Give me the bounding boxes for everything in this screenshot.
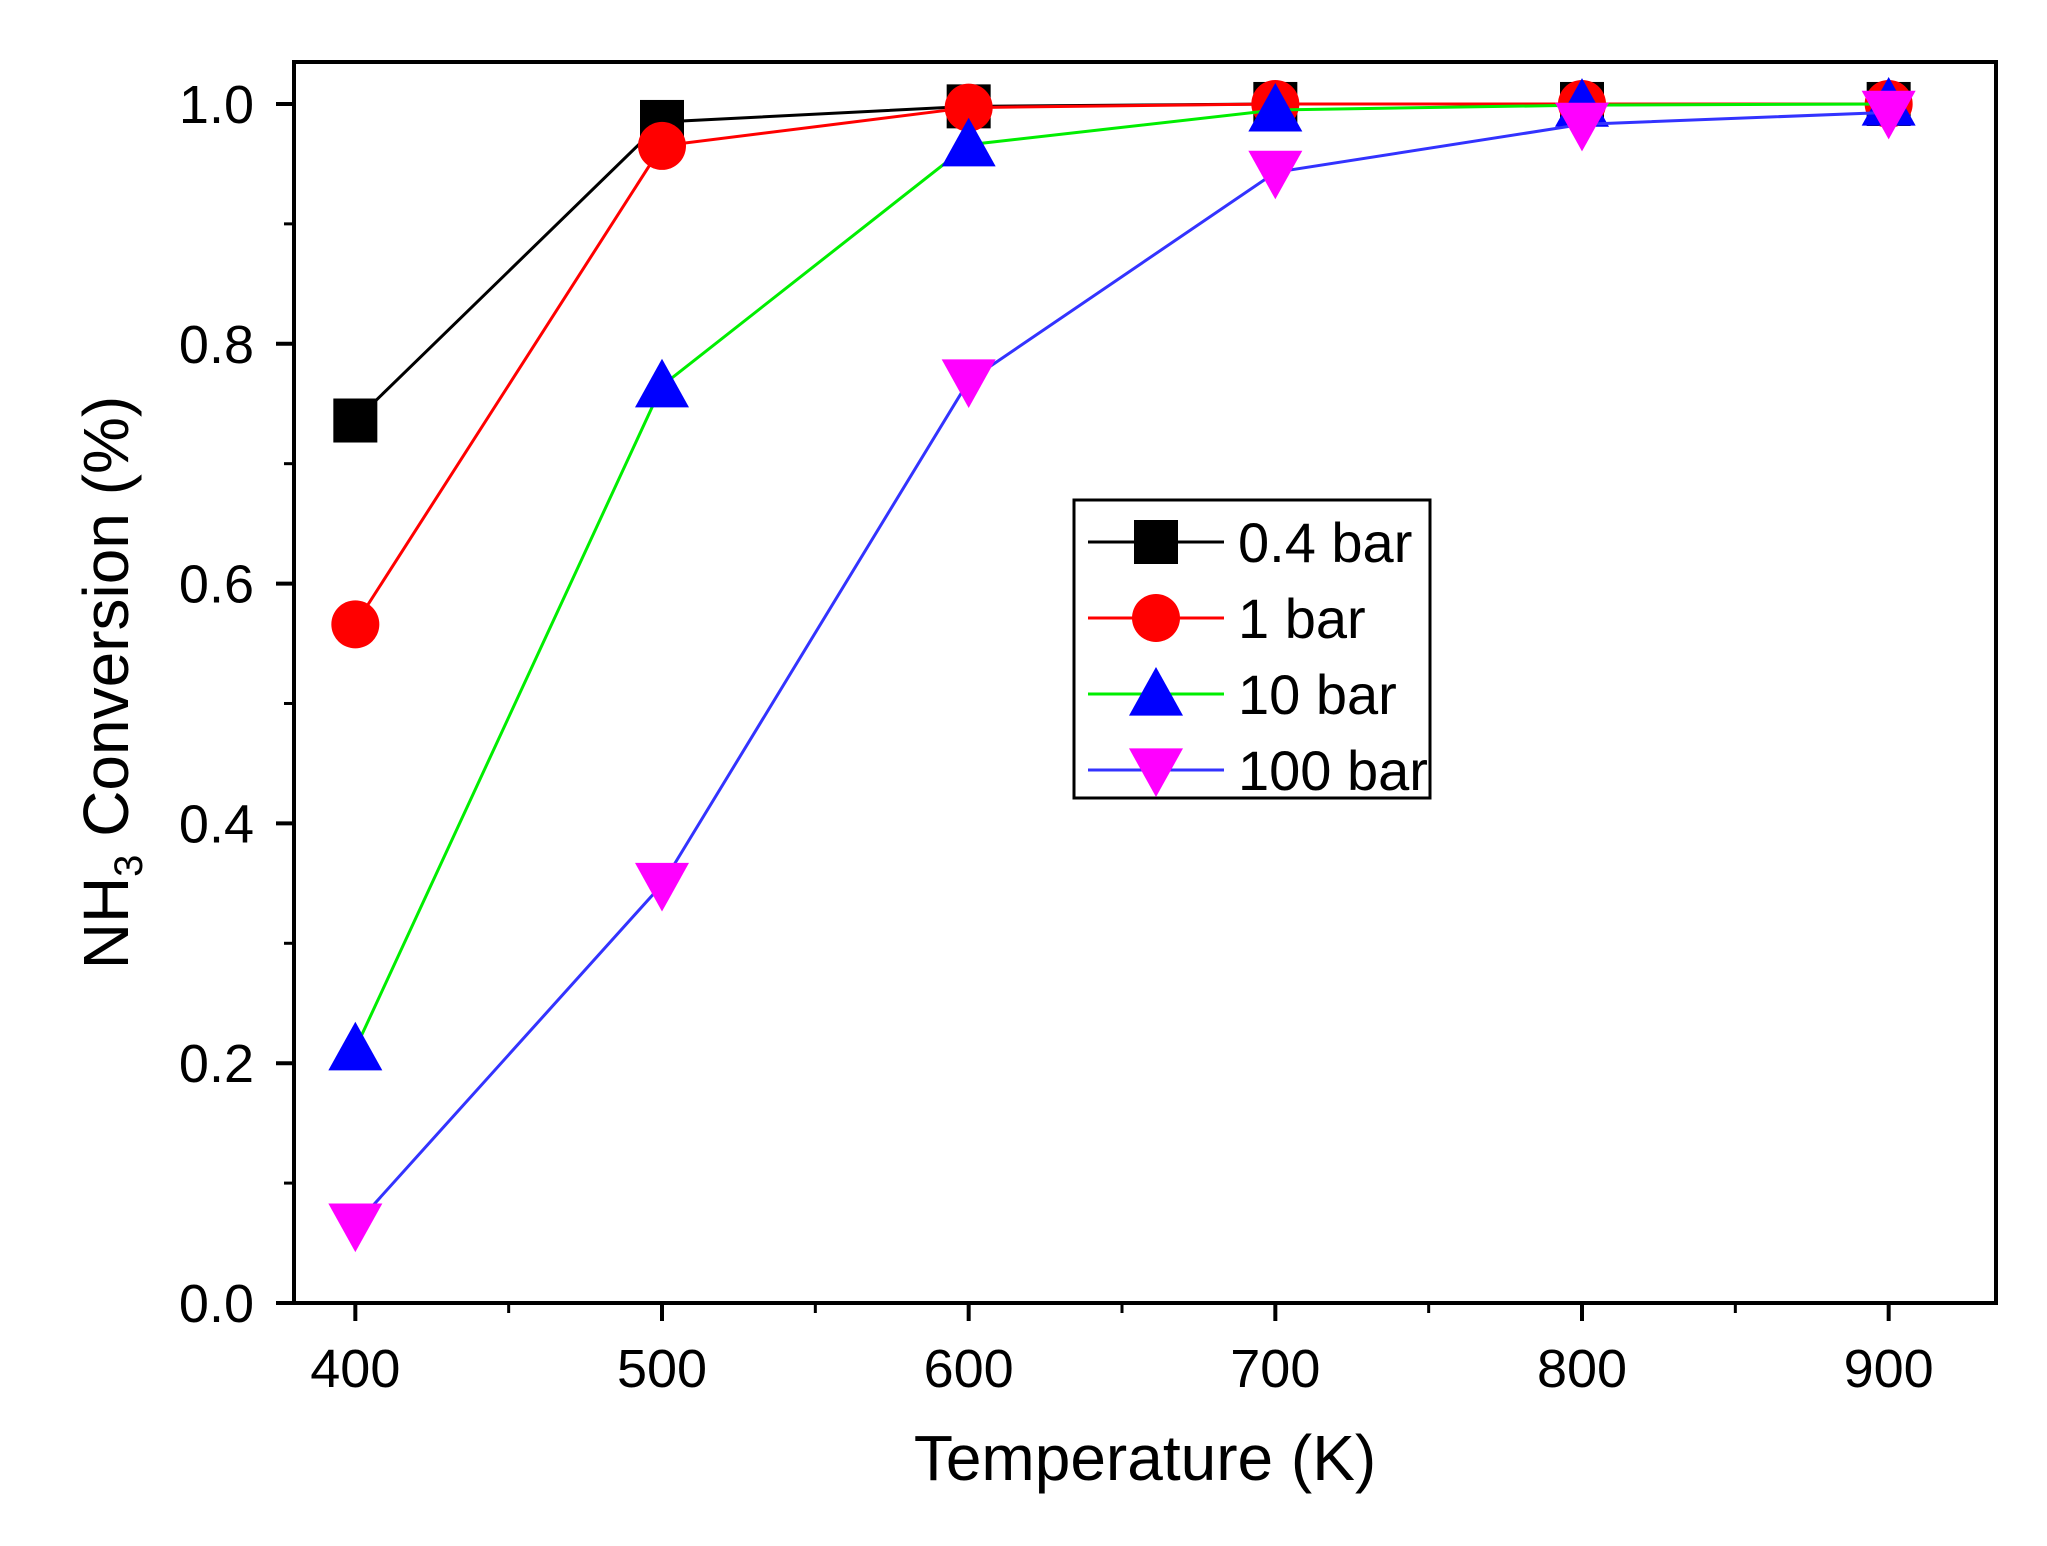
y-axis-title: NH3 Conversion (%) bbox=[70, 396, 151, 970]
legend-item: 0.4 bar bbox=[1088, 511, 1412, 574]
series-0_4-bar bbox=[333, 81, 1911, 443]
series-line bbox=[353, 102, 1889, 1050]
legend-item: 10 bar bbox=[1088, 663, 1397, 726]
data-point bbox=[638, 121, 686, 170]
legend-label: 1 bar bbox=[1238, 587, 1366, 650]
data-point bbox=[941, 117, 996, 167]
legend-marker bbox=[1134, 520, 1178, 564]
y-tick-label: 0.4 bbox=[179, 794, 254, 854]
y-axis-title-subscript: 3 bbox=[107, 855, 151, 877]
legend-label: 100 bar bbox=[1238, 739, 1428, 802]
legend-item: 100 bar bbox=[1088, 739, 1428, 802]
data-point bbox=[1861, 90, 1916, 140]
legend: 0.4 bar 1 bar 10 bar 100 bar bbox=[1072, 498, 1432, 802]
data-point bbox=[333, 398, 378, 443]
legend-item: 1 bar bbox=[1088, 587, 1366, 650]
data-point bbox=[635, 358, 689, 408]
series-line bbox=[354, 102, 1889, 422]
series-100-bar bbox=[328, 90, 1916, 1253]
data-point bbox=[635, 862, 689, 912]
data-point bbox=[328, 1203, 383, 1253]
data-point bbox=[331, 600, 380, 649]
data-point bbox=[1248, 82, 1303, 132]
x-tick-label: 700 bbox=[1230, 1339, 1320, 1399]
legend-label: 0.4 bar bbox=[1238, 511, 1412, 574]
x-tick-label: 900 bbox=[1844, 1339, 1934, 1399]
plot-frame bbox=[292, 60, 1998, 1305]
legend-marker bbox=[1129, 667, 1183, 716]
series-layer bbox=[328, 76, 1916, 1253]
y-tick-label: 1.0 bbox=[179, 75, 254, 135]
legend-marker bbox=[1132, 594, 1180, 642]
y-axis-title-rest: Conversion (%) bbox=[70, 396, 142, 855]
data-point bbox=[941, 359, 996, 408]
legend-box bbox=[1072, 498, 1432, 800]
data-point bbox=[1248, 150, 1303, 200]
y-tick-label: 0.2 bbox=[179, 1034, 254, 1094]
y-axis-title-nh: NH bbox=[70, 877, 142, 969]
series-line bbox=[354, 110, 1889, 1227]
x-tick-label: 800 bbox=[1537, 1339, 1627, 1399]
x-tick-label: 400 bbox=[310, 1339, 400, 1399]
data-point bbox=[944, 83, 993, 132]
data-point bbox=[328, 1021, 383, 1071]
y-tick-label: 0.8 bbox=[179, 315, 254, 375]
x-tick-label: 600 bbox=[924, 1339, 1014, 1399]
legend-label: 10 bar bbox=[1238, 663, 1397, 726]
x-tick-label: 500 bbox=[617, 1339, 707, 1399]
y-tick-label: 0.0 bbox=[179, 1274, 254, 1334]
y-tick-label: 0.6 bbox=[179, 555, 254, 615]
data-point bbox=[1555, 102, 1609, 152]
legend-marker bbox=[1129, 748, 1183, 797]
tick-layer: 400 500 600 700 800 900 0.0 0.2 0.4 0.6 0.8 1.0 bbox=[179, 75, 1934, 1399]
x-axis-title: Temperature (K) bbox=[914, 1422, 1376, 1494]
